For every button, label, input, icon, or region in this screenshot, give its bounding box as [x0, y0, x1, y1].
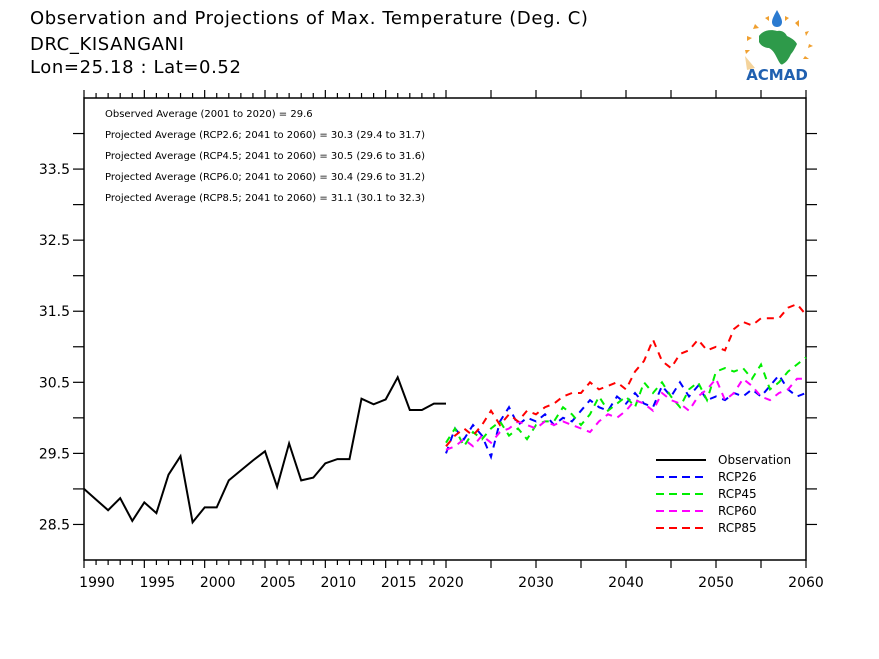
y-tick-label: 33.5 — [39, 162, 70, 178]
series-line-rcp60 — [445, 376, 806, 451]
series-line-rcp85 — [445, 302, 807, 447]
annotation-rcp85-average: Projected Average (RCP8.5; 2041 to 2060)… — [105, 193, 425, 204]
x-tick-label: 1990 — [79, 575, 115, 591]
x-tick-label: 2040 — [608, 575, 644, 591]
series-line-rcp45 — [445, 356, 807, 449]
x-tick-label: 2010 — [321, 575, 357, 591]
africa-map-icon — [759, 30, 797, 65]
y-axis-ticks: 28.5 29.5 30.5 31.5 32.5 33.5 — [39, 132, 817, 533]
data-lines — [83, 302, 807, 525]
chart-title: Observation and Projections of Max. Temp… — [30, 8, 589, 29]
series-line-observation — [83, 374, 446, 525]
x-tick-label: 2015 — [381, 575, 417, 591]
legend-label-rcp45: RCP45 — [718, 487, 757, 501]
annotation-observed-average: Observed Average (2001 to 2020) = 29.6 — [105, 109, 313, 120]
annotation-block: Observed Average (2001 to 2020) = 29.6 P… — [105, 109, 425, 204]
y-tick-label: 30.5 — [39, 375, 70, 391]
sun-rays-icon — [745, 16, 813, 59]
legend-label-observation: Observation — [718, 453, 791, 467]
legend: Observation RCP26 RCP45 RCP60 RCP85 — [656, 453, 791, 535]
plot-axes — [83, 97, 807, 561]
acmad-logo-icon: ACMAD — [745, 10, 813, 84]
plot-frame — [83, 97, 807, 561]
x-tick-label: 2060 — [788, 575, 824, 591]
x-axis-ticks: 1990 1995 2000 2005 2010 2015 2020 2030 2040 2050… — [79, 90, 824, 591]
water-drop-icon — [772, 10, 782, 27]
station-name: DRC_KISANGANI — [30, 34, 185, 55]
y-tick-label: 29.5 — [39, 446, 70, 462]
x-tick-label: 2005 — [260, 575, 296, 591]
x-tick-label: 2030 — [518, 575, 554, 591]
x-tick-label: 1995 — [140, 575, 176, 591]
annotation-rcp26-average: Projected Average (RCP2.6; 2041 to 2060)… — [105, 130, 425, 141]
series-line-rcp26 — [445, 373, 807, 461]
legend-label-rcp85: RCP85 — [718, 521, 757, 535]
y-tick-label: 31.5 — [39, 304, 70, 320]
annotation-rcp45-average: Projected Average (RCP4.5; 2041 to 2060)… — [105, 151, 425, 162]
y-tick-label: 32.5 — [39, 233, 70, 249]
x-tick-label: 2050 — [698, 575, 734, 591]
legend-label-rcp26: RCP26 — [718, 470, 757, 484]
x-tick-label: 2000 — [200, 575, 236, 591]
legend-label-rcp60: RCP60 — [718, 504, 757, 518]
x-tick-label: 2020 — [428, 575, 464, 591]
station-coordinates: Lon=25.18 : Lat=0.52 — [30, 57, 242, 78]
acmad-logo-text: ACMAD — [746, 66, 808, 84]
y-tick-label: 28.5 — [39, 517, 70, 533]
annotation-rcp60-average: Projected Average (RCP6.0; 2041 to 2060)… — [105, 172, 425, 183]
